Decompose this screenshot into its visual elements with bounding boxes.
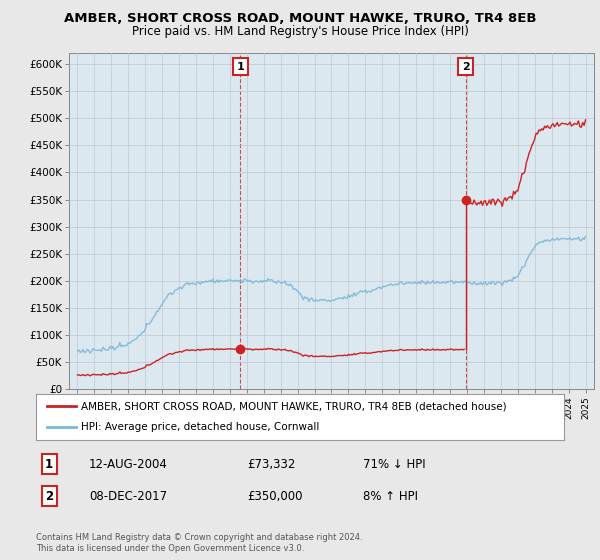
Text: HPI: Average price, detached house, Cornwall: HPI: Average price, detached house, Corn… <box>81 422 319 432</box>
Text: AMBER, SHORT CROSS ROAD, MOUNT HAWKE, TRURO, TR4 8EB (detached house): AMBER, SHORT CROSS ROAD, MOUNT HAWKE, TR… <box>81 401 506 411</box>
Text: 71% ↓ HPI: 71% ↓ HPI <box>364 458 426 470</box>
Text: £73,332: £73,332 <box>247 458 296 470</box>
Text: 2: 2 <box>45 489 53 503</box>
Text: 08-DEC-2017: 08-DEC-2017 <box>89 489 167 503</box>
Text: 8% ↑ HPI: 8% ↑ HPI <box>364 489 418 503</box>
Text: AMBER, SHORT CROSS ROAD, MOUNT HAWKE, TRURO, TR4 8EB: AMBER, SHORT CROSS ROAD, MOUNT HAWKE, TR… <box>64 12 536 25</box>
Text: £350,000: £350,000 <box>247 489 303 503</box>
Text: Price paid vs. HM Land Registry's House Price Index (HPI): Price paid vs. HM Land Registry's House … <box>131 25 469 38</box>
Text: Contains HM Land Registry data © Crown copyright and database right 2024.
This d: Contains HM Land Registry data © Crown c… <box>36 533 362 553</box>
Text: 12-AUG-2004: 12-AUG-2004 <box>89 458 167 470</box>
Text: 1: 1 <box>45 458 53 470</box>
Text: 1: 1 <box>236 62 244 72</box>
Text: 2: 2 <box>462 62 470 72</box>
